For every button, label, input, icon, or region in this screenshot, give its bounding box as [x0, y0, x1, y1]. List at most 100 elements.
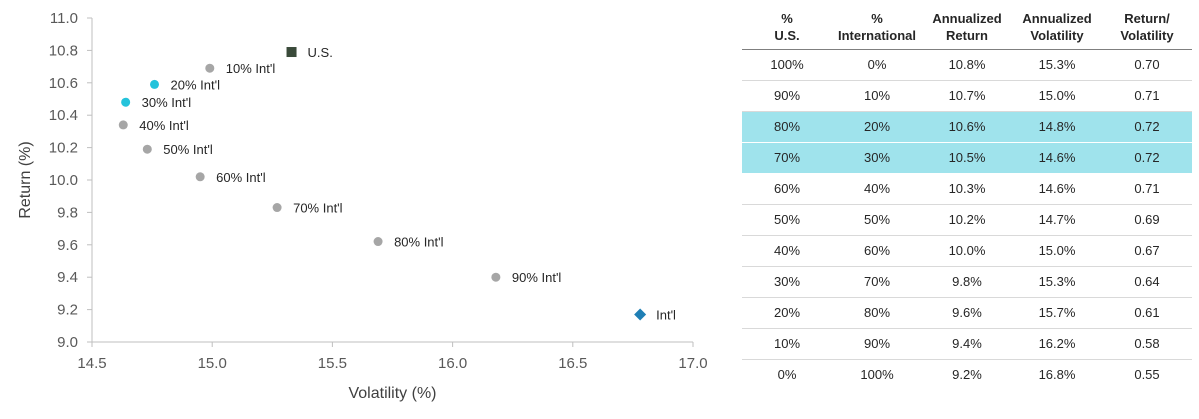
column-header-line: Volatility: [1030, 27, 1084, 43]
table-cell: 9.8%: [922, 266, 1012, 298]
table-cell: 10.0%: [922, 235, 1012, 267]
table-cell: 60%: [742, 173, 832, 205]
table-cell: 0.58: [1102, 328, 1192, 360]
data-label: 40% Int'l: [139, 118, 189, 133]
table-cell: 0.55: [1134, 367, 1160, 382]
table-cell: 10.3%: [922, 173, 1012, 205]
table-row: 70% 30% 10.5% 14.6% 0.72: [742, 142, 1192, 174]
column-header: % U.S.: [742, 4, 832, 50]
column-header-line: %: [781, 10, 793, 26]
table-cell: 30%: [832, 142, 922, 174]
table-header-row: % U.S.% International Annualized Return Annua…: [742, 4, 1192, 50]
data-label: 30% Int'l: [142, 95, 192, 110]
y-tick-label: 11.0: [50, 10, 78, 27]
table-cell: 100%: [860, 367, 894, 382]
y-tick-label: 10.0: [49, 172, 78, 189]
table-cell: 100%: [742, 49, 832, 81]
table-cell: 15.0%: [1012, 235, 1102, 267]
table-cell: 10.2%: [922, 204, 1012, 236]
column-header-line: Return: [946, 27, 988, 43]
table-cell: 0.69: [1102, 204, 1192, 236]
y-tick-label: 10.8: [49, 42, 78, 59]
table-row: 80% 20% 10.6% 14.8% 0.72: [742, 111, 1192, 143]
data-point: [118, 120, 128, 130]
table-cell: 15.3%: [1012, 49, 1102, 81]
column-header-line: %: [871, 10, 883, 26]
data-label: 70% Int'l: [293, 201, 343, 216]
data-label: 80% Int'l: [394, 235, 444, 250]
table-cell: 14.7%: [1012, 204, 1102, 236]
table-cell: 40%: [742, 235, 832, 267]
data-label: Int'l: [656, 307, 676, 322]
table-cell: 10.8%: [922, 49, 1012, 81]
table-cell: 9.6%: [922, 297, 1012, 329]
y-tick-label: 9.0: [57, 334, 78, 351]
column-header-line: Annualized: [932, 10, 1002, 26]
y-tick-label: 10.4: [49, 107, 78, 124]
table-row: 40% 60% 10.0% 15.0% 0.67: [742, 235, 1192, 267]
table-cell: 0.72: [1102, 111, 1192, 143]
table-cell: 14.8%: [1012, 111, 1102, 143]
data-point: [195, 172, 205, 182]
column-header-line: Volatility: [1120, 27, 1174, 43]
table-cell: 0.61: [1102, 297, 1192, 329]
table-cell: 20%: [832, 111, 922, 143]
table-row: 30% 70% 9.8% 15.3% 0.64: [742, 266, 1192, 298]
allocation-table-container: % U.S.% International Annualized Return Annua…: [742, 4, 1192, 390]
data-label: 10% Int'l: [226, 61, 276, 76]
table-cell: 16.2%: [1012, 328, 1102, 360]
table-cell: 0%: [832, 49, 922, 81]
table-cell: 15.7%: [1012, 297, 1102, 329]
data-point-diamond: [634, 308, 647, 321]
table-cell: 40%: [832, 173, 922, 205]
table-cell: 80%: [742, 111, 832, 143]
table-cell: 16.8%: [1038, 367, 1076, 382]
x-tick-label: 17.0: [678, 355, 707, 372]
data-point: [491, 272, 501, 282]
data-point: [121, 97, 131, 107]
table-cell: 14.6%: [1012, 173, 1102, 205]
table-cell: 10.6%: [922, 111, 1012, 143]
data-point: [272, 203, 282, 213]
table-cell: 10.7%: [922, 80, 1012, 112]
column-header-line: Return/: [1124, 10, 1170, 26]
table-cell: 0.64: [1102, 266, 1192, 298]
table-row: 90% 10% 10.7% 15.0% 0.71: [742, 80, 1192, 112]
table-cell: 10.5%: [922, 142, 1012, 174]
column-header: Annualized Return: [922, 4, 1012, 50]
x-tick-label: 15.5: [318, 355, 347, 372]
table-cell: 0.72: [1102, 142, 1192, 174]
table-cell: 70%: [742, 142, 832, 174]
data-point: [373, 237, 383, 247]
table-row: 60% 40% 10.3% 14.6% 0.71: [742, 173, 1192, 205]
table-cell: 9.4%: [922, 328, 1012, 360]
y-tick-label: 10.6: [49, 75, 78, 92]
table-row: 10% 90% 9.4% 16.2% 0.58: [742, 328, 1192, 360]
table-cell: 15.3%: [1012, 266, 1102, 298]
table-cell: 90%: [742, 80, 832, 112]
table-cell: 10%: [832, 80, 922, 112]
table-row: 50% 50% 10.2% 14.7% 0.69: [742, 204, 1192, 236]
data-label: U.S.: [308, 45, 333, 60]
table-cell: 0.71: [1102, 173, 1192, 205]
table-cell: 10%: [742, 328, 832, 360]
data-label: 50% Int'l: [163, 142, 213, 157]
data-point: [205, 63, 215, 73]
table-row: 0% 100% 9.2% 16.8% 0.55: [742, 360, 1192, 391]
table-cell: 0%: [777, 367, 797, 382]
table-cell: 9.2%: [952, 367, 982, 382]
x-tick-label: 15.0: [198, 355, 227, 372]
column-header: Return/Volatility: [1102, 4, 1192, 50]
x-tick-label: 16.5: [558, 355, 587, 372]
column-header: Annualized Volatility: [1012, 4, 1102, 50]
table-cell: 0.71: [1102, 80, 1192, 112]
table-cell: 30%: [742, 266, 832, 298]
data-point-square: [286, 47, 297, 58]
table-cell: 80%: [832, 297, 922, 329]
data-point: [142, 144, 152, 154]
column-header-line: U.S.: [774, 27, 800, 43]
data-label: 90% Int'l: [512, 270, 562, 285]
table-cell: 50%: [742, 204, 832, 236]
table-cell: 15.0%: [1012, 80, 1102, 112]
table-cell: 70%: [832, 266, 922, 298]
